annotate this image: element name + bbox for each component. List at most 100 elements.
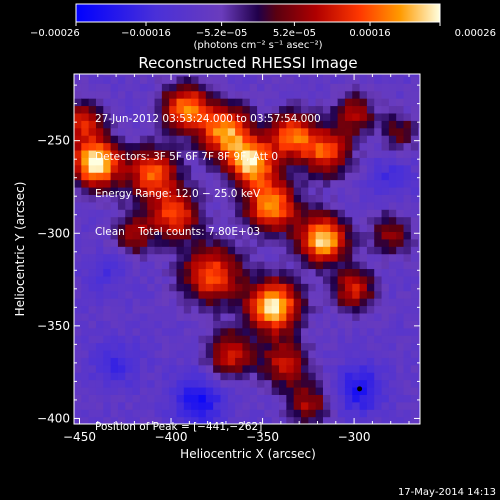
image-cell	[322, 372, 331, 381]
image-cell	[366, 127, 375, 136]
image-cell	[95, 149, 104, 158]
image-cell	[169, 127, 178, 136]
image-cell	[374, 98, 383, 107]
image-cell	[88, 112, 97, 121]
image-cell	[396, 157, 405, 166]
image-cell	[271, 201, 280, 210]
image-cell	[359, 186, 368, 195]
image-cell	[205, 357, 214, 366]
image-cell	[381, 261, 390, 270]
image-cell	[249, 186, 258, 195]
image-cell	[125, 75, 134, 84]
image-cell	[242, 98, 251, 107]
image-cell	[403, 386, 412, 395]
image-cell	[242, 105, 251, 114]
image-cell	[213, 342, 222, 351]
image-cell	[308, 268, 317, 277]
image-cell	[308, 216, 317, 225]
image-cell	[183, 416, 192, 424]
image-cell	[81, 320, 90, 329]
image-cell	[147, 135, 156, 144]
image-cell	[315, 194, 324, 203]
image-cell	[257, 401, 265, 410]
image-cell	[264, 386, 273, 395]
image-cell	[257, 135, 265, 144]
image-cell	[301, 194, 309, 203]
image-cell	[359, 320, 368, 329]
image-cell	[271, 357, 280, 366]
image-cell	[132, 357, 141, 366]
image-cell	[293, 261, 302, 270]
image-cell	[352, 275, 361, 284]
image-cell	[286, 209, 295, 218]
image-cell	[257, 409, 265, 418]
image-cell	[183, 216, 192, 225]
image-cell	[205, 112, 214, 121]
image-cell	[139, 312, 148, 321]
image-cell	[388, 194, 397, 203]
image-cell	[366, 83, 375, 92]
image-cell	[279, 83, 287, 92]
image-cell	[132, 283, 141, 292]
image-cell	[410, 312, 419, 321]
image-cell	[410, 298, 419, 307]
image-cell	[103, 164, 112, 173]
image-cell	[161, 312, 170, 321]
image-cell	[301, 120, 309, 129]
image-cell	[103, 83, 112, 92]
image-cell	[410, 164, 419, 173]
image-cell	[147, 201, 156, 210]
image-cell	[381, 349, 390, 358]
image-cell	[286, 231, 295, 240]
image-cell	[388, 186, 397, 195]
image-cell	[198, 224, 207, 233]
image-cell	[147, 74, 156, 77]
image-cell	[410, 305, 419, 314]
image-cell	[169, 386, 178, 395]
image-cell	[308, 98, 317, 107]
image-cell	[95, 305, 104, 314]
image-cell	[308, 224, 317, 233]
image-cell	[95, 90, 104, 99]
image-cell	[249, 320, 258, 329]
image-cell	[154, 283, 163, 292]
image-cell	[366, 320, 375, 329]
image-cell	[293, 120, 302, 129]
image-cell	[205, 342, 214, 351]
image-cell	[381, 172, 390, 181]
image-cell	[249, 372, 258, 381]
image-cell	[359, 75, 368, 84]
image-cell	[191, 238, 200, 247]
image-cell	[315, 209, 324, 218]
image-cell	[161, 179, 170, 188]
image-cell	[410, 157, 419, 166]
image-cell	[418, 261, 420, 270]
image-cell	[81, 209, 90, 218]
image-cell	[257, 372, 265, 381]
image-cell	[242, 379, 251, 388]
image-cell	[352, 268, 361, 277]
image-cell	[410, 186, 419, 195]
image-cell	[139, 253, 148, 262]
image-cell	[139, 379, 148, 388]
image-cell	[271, 112, 280, 121]
image-cell	[183, 90, 192, 99]
image-cell	[388, 201, 397, 210]
image-cell	[205, 335, 214, 344]
image-cell	[352, 298, 361, 307]
image-cell	[279, 401, 287, 410]
image-cell	[396, 379, 405, 388]
image-cell	[264, 275, 273, 284]
image-cell	[279, 135, 287, 144]
image-cell	[264, 149, 273, 158]
image-cell	[103, 209, 112, 218]
image-cell	[213, 275, 222, 284]
image-cell	[381, 312, 390, 321]
image-cell	[337, 357, 346, 366]
image-cell	[205, 209, 214, 218]
image-cell	[344, 394, 353, 403]
image-cell	[301, 186, 309, 195]
image-cell	[205, 327, 214, 336]
image-cell	[213, 98, 222, 107]
image-cell	[293, 224, 302, 233]
